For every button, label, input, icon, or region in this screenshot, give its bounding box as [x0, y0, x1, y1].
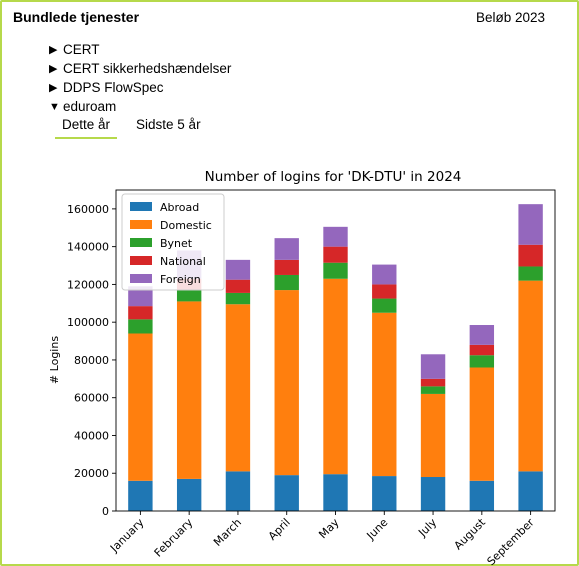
- service-label: DDPS FlowSpec: [63, 80, 164, 95]
- service-label: CERT: [63, 42, 100, 57]
- service-item-ddps-flowspec[interactable]: ▶ DDPS FlowSpec: [49, 78, 231, 97]
- service-label: eduroam: [63, 99, 117, 114]
- tab-this-year[interactable]: Dette år: [55, 116, 118, 139]
- expand-arrow-icon: ▶: [49, 63, 58, 75]
- service-item-cert[interactable]: ▶ CERT: [49, 40, 231, 59]
- period-tabs: Dette år Sidste 5 år: [55, 116, 208, 139]
- service-item-eduroam[interactable]: ▼ eduroam: [49, 97, 231, 116]
- service-label: CERT sikkerhedshændelser: [63, 61, 232, 76]
- tab-last-5-years[interactable]: Sidste 5 år: [136, 117, 201, 132]
- amount-year-label: Beløb 2023: [475, 10, 545, 25]
- service-list: ▶ CERT ▶ CERT sikkerhedshændelser ▶ DDPS…: [49, 40, 231, 116]
- service-item-cert-incidents[interactable]: ▶ CERT sikkerhedshændelser: [49, 59, 231, 78]
- page-title: Bundlede tjenester: [13, 9, 140, 25]
- collapse-arrow-icon: ▼: [49, 100, 60, 113]
- expand-arrow-icon: ▶: [49, 44, 58, 56]
- expand-arrow-icon: ▶: [49, 82, 58, 94]
